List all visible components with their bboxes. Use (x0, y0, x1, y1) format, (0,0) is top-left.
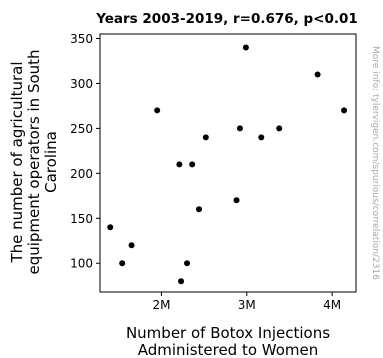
x-tick-label: 4M (323, 298, 341, 312)
chart-title: Years 2003-2019, r=0.676, p<0.01 (95, 11, 358, 27)
x-axis-label-line-2: Administered to Women (138, 341, 319, 358)
y-axis-label-line-2: equipment operators in South (25, 49, 43, 274)
data-point (107, 224, 114, 231)
data-point (154, 107, 161, 114)
y-tick-label: 250 (70, 122, 93, 136)
data-point (314, 71, 321, 78)
y-axis-label: The number of agricultural equipment ope… (8, 49, 60, 274)
y-axis-label-line-3: Carolina (42, 131, 60, 193)
data-point (119, 260, 126, 267)
y-tick-label: 100 (70, 257, 93, 271)
x-axis-label: Number of Botox Injections Administered … (126, 324, 330, 358)
plot-frame (99, 33, 357, 293)
data-point (128, 242, 135, 249)
data-point (233, 197, 240, 204)
y-tick-label: 200 (70, 167, 93, 181)
x-axis-label-line-1: Number of Botox Injections (126, 324, 330, 342)
y-tick-label: 300 (70, 77, 93, 91)
x-tick-label: 3M (238, 298, 256, 312)
x-tick-label: 2M (152, 298, 170, 312)
data-point (276, 125, 283, 132)
data-point (242, 44, 249, 51)
data-point (178, 278, 185, 285)
y-axis-label-line-1: The number of agricultural (8, 61, 26, 263)
plot-area: 100 150 200 250 300 350 2M 3M 4M (70, 32, 357, 312)
data-point (176, 161, 183, 168)
data-point (236, 125, 243, 132)
data-point (189, 161, 196, 168)
y-tick-label: 350 (70, 32, 93, 46)
data-point (195, 206, 202, 213)
data-point (341, 107, 348, 114)
y-tick-label: 150 (70, 212, 93, 226)
data-point (184, 260, 191, 267)
watermark-text: More info: tylervigen.com/spurious/corre… (370, 46, 380, 280)
data-point (258, 134, 265, 141)
data-point (202, 134, 209, 141)
